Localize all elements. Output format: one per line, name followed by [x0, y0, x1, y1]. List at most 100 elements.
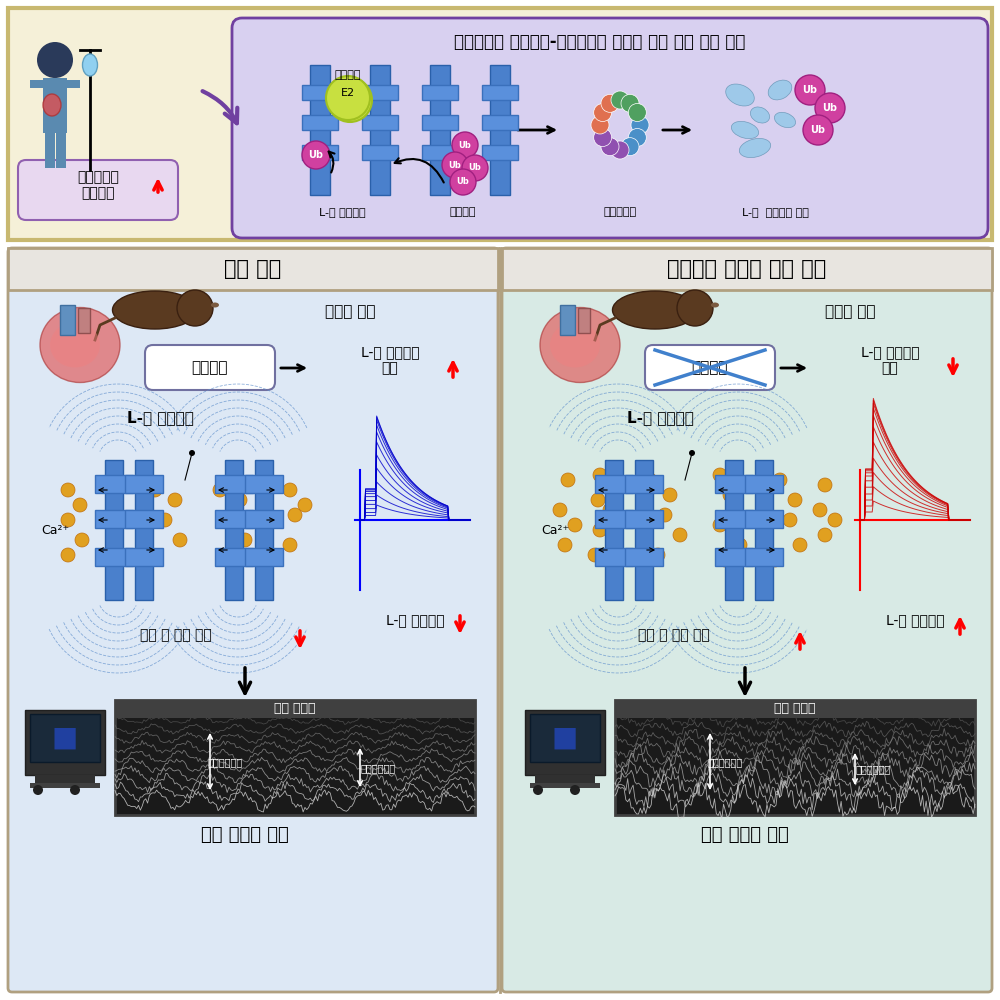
Bar [530, 714, 600, 762]
Circle shape [593, 523, 607, 537]
Circle shape [828, 513, 842, 527]
FancyBboxPatch shape [232, 18, 988, 238]
Text: L-형 칼슘채널: L-형 칼슘채널 [319, 207, 365, 217]
Circle shape [611, 141, 629, 159]
Circle shape [326, 76, 370, 120]
Circle shape [233, 493, 247, 507]
Text: ■: ■ [552, 724, 578, 752]
Text: ■: ■ [52, 724, 78, 752]
Ellipse shape [711, 302, 719, 308]
Bar [715, 510, 753, 528]
Text: 심부전 모델: 심부전 모델 [825, 304, 875, 320]
Circle shape [803, 115, 833, 145]
Circle shape [189, 450, 195, 456]
Bar [25, 710, 105, 775]
Bar [422, 115, 458, 130]
Bar [560, 305, 575, 335]
Bar [615, 700, 975, 815]
Circle shape [723, 488, 737, 502]
Circle shape [302, 141, 330, 169]
Circle shape [173, 533, 187, 547]
Circle shape [628, 104, 646, 121]
Text: 심부전 모델: 심부전 모델 [325, 304, 375, 320]
Circle shape [61, 483, 75, 497]
Bar [215, 475, 253, 493]
Circle shape [148, 483, 162, 497]
Circle shape [73, 498, 87, 512]
Circle shape [815, 93, 845, 123]
Circle shape [631, 116, 649, 134]
Text: 세레블론은 유비쿠틴-프로테아졸 분해로 심장 칼싘 체널 조절: 세레블론은 유비쿠틴-프로테아졸 분해로 심장 칼싘 체널 조절 [454, 33, 746, 51]
Circle shape [793, 538, 807, 552]
Circle shape [658, 508, 672, 522]
Ellipse shape [550, 322, 600, 367]
Ellipse shape [540, 308, 620, 382]
Text: 세레블론: 세레블론 [692, 360, 728, 375]
Bar [67, 80, 80, 88]
Bar [245, 548, 283, 566]
Bar [95, 475, 133, 493]
Circle shape [561, 473, 575, 487]
Ellipse shape [768, 81, 792, 99]
Bar [535, 775, 595, 785]
Bar [43, 78, 67, 133]
Ellipse shape [50, 322, 100, 367]
FancyBboxPatch shape [645, 345, 775, 390]
Bar [125, 548, 163, 566]
Ellipse shape [211, 302, 219, 308]
Circle shape [603, 503, 617, 517]
Bar [625, 548, 663, 566]
Circle shape [713, 468, 727, 482]
Bar [45, 133, 55, 168]
Circle shape [462, 155, 488, 181]
Bar [482, 145, 518, 160]
Bar [56, 133, 66, 168]
Text: 심장 수축력 감소: 심장 수축력 감소 [201, 826, 289, 844]
Circle shape [651, 548, 665, 562]
Bar [30, 783, 100, 788]
Circle shape [768, 553, 782, 567]
Circle shape [588, 548, 602, 562]
Bar [310, 65, 330, 195]
Text: Ca²⁺: Ca²⁺ [541, 524, 569, 536]
Bar [215, 510, 253, 528]
Circle shape [713, 518, 727, 532]
Circle shape [628, 128, 646, 146]
Circle shape [621, 138, 639, 156]
Circle shape [450, 169, 476, 195]
Bar [245, 510, 283, 528]
Circle shape [553, 503, 567, 517]
Ellipse shape [82, 54, 98, 76]
Text: 세레블론 유전자 결핍 생쥐: 세레블론 유전자 결핍 생쥐 [667, 259, 827, 279]
Circle shape [328, 78, 372, 122]
Bar [135, 460, 153, 600]
Bar [625, 475, 663, 493]
Text: 심장 초음파: 심장 초음파 [774, 702, 816, 716]
Bar [578, 308, 590, 333]
Ellipse shape [40, 308, 120, 382]
Text: 심장 수축력 향상: 심장 수축력 향상 [701, 826, 789, 844]
Bar [525, 710, 605, 775]
Bar [30, 714, 100, 762]
Circle shape [75, 533, 89, 547]
Bar [422, 145, 458, 160]
Circle shape [611, 91, 629, 109]
Ellipse shape [774, 113, 796, 127]
Circle shape [783, 513, 797, 527]
Bar [302, 85, 338, 100]
Text: E2: E2 [341, 88, 355, 98]
Bar [532, 716, 598, 758]
Text: 세레블론: 세레블론 [192, 360, 228, 375]
Text: 세포 내 칼슘 유입: 세포 내 칼슘 유입 [638, 628, 710, 642]
Bar [255, 460, 273, 600]
Circle shape [568, 518, 582, 532]
Bar [362, 85, 398, 100]
Text: 수축기좌심실: 수축기좌심실 [360, 763, 396, 773]
Text: L-형 칼슘채널: L-형 칼슘채널 [127, 410, 193, 426]
Bar [595, 510, 633, 528]
Bar [35, 775, 95, 785]
Circle shape [591, 116, 609, 134]
Circle shape [283, 538, 297, 552]
Circle shape [818, 478, 832, 492]
Bar [595, 548, 633, 566]
